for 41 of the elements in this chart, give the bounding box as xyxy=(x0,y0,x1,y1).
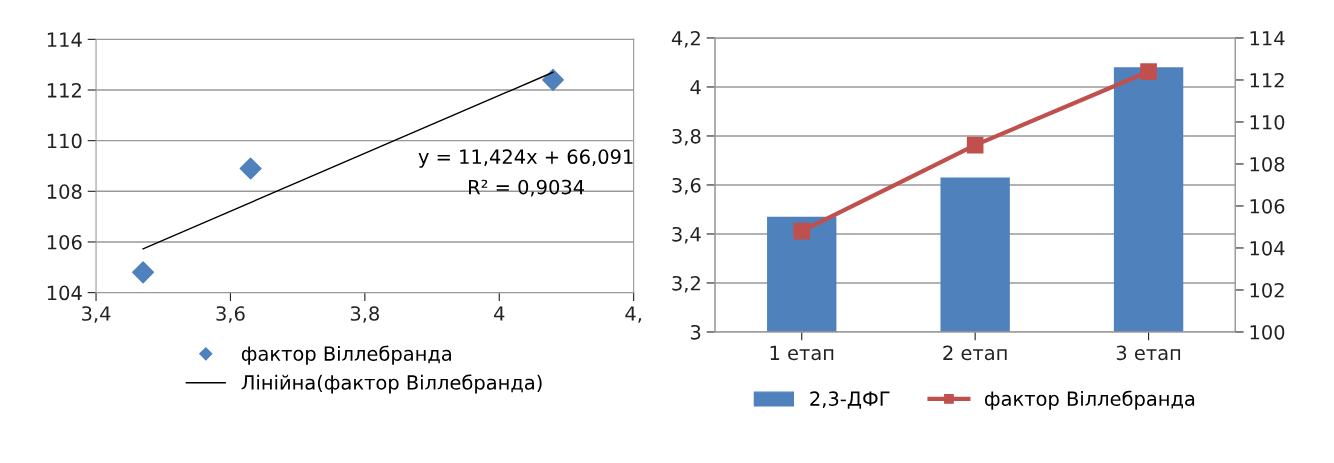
y-tick-label: 104 xyxy=(47,285,82,301)
x-tick-label: 3,8 xyxy=(350,306,379,323)
y-tick-label: 112 xyxy=(47,82,81,98)
y2-tick-label: 112 xyxy=(1250,72,1284,88)
y-tick-label: 4,2 xyxy=(671,30,700,48)
x-tick-label: 4, xyxy=(625,306,642,323)
point xyxy=(132,261,155,284)
legend-label: фактор Віллебранда xyxy=(241,345,451,365)
y2-tick-label: 114 xyxy=(1250,31,1285,46)
x-tick-label: 4 xyxy=(494,306,505,321)
y-tick-label: 108 xyxy=(47,184,82,199)
point xyxy=(542,68,565,91)
point xyxy=(966,136,984,154)
y2-tick-label: 106 xyxy=(1250,198,1285,214)
point xyxy=(793,222,811,240)
point xyxy=(1140,63,1157,80)
x-tick-label: 2 етап xyxy=(943,345,1007,361)
y2-tick-label: 104 xyxy=(1250,240,1285,256)
x-tick-label: 3,6 xyxy=(216,306,245,323)
x-tick-label: 1 етап xyxy=(770,345,834,361)
legend-label: 2,3-ДФГ xyxy=(810,391,890,409)
y2-tick-label: 102 xyxy=(1250,282,1284,298)
y-tick-label: 3,6 xyxy=(672,177,701,195)
y-tick-label: 3,4 xyxy=(672,226,701,244)
point xyxy=(239,157,262,180)
annotation: y = 11,424x + 66,091 xyxy=(418,149,633,168)
annotation: R² = 0,9034 xyxy=(469,179,585,197)
x-tick-label: 3 етап xyxy=(1116,345,1181,361)
y2-tick-label: 100 xyxy=(1250,324,1285,340)
y-tick-label: 3 xyxy=(690,324,701,340)
y-tick-label: 3,2 xyxy=(672,275,700,293)
y-tick-label: 106 xyxy=(47,234,82,250)
y-tick-label: 110 xyxy=(47,133,82,149)
y-tick-label: 4 xyxy=(690,80,701,95)
y2-tick-label: 110 xyxy=(1250,114,1285,130)
legend-label: фактор Віллебранда xyxy=(985,390,1195,410)
y2-tick-label: 108 xyxy=(1250,156,1285,172)
x-tick-label: 3,4 xyxy=(82,306,111,323)
y-tick-label: 114 xyxy=(47,32,82,47)
y-tick-label: 3,8 xyxy=(672,128,701,146)
legend-label: Лінійна(фактор Віллебранда) xyxy=(241,374,542,394)
